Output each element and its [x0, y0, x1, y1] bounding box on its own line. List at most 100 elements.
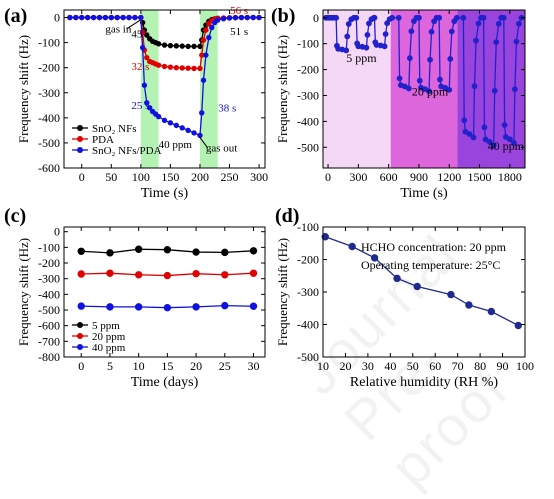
data-point: [108, 14, 114, 21]
x-tick-label: 15: [161, 359, 173, 373]
data-point: [161, 63, 168, 70]
data-point: [114, 14, 120, 21]
data-point: [416, 77, 423, 84]
data-point: [446, 86, 453, 93]
y-tick-label: -300: [38, 272, 60, 286]
data-point: [192, 248, 200, 256]
data-point: [495, 20, 502, 27]
x-tick-label: 50: [105, 170, 117, 184]
data-point: [84, 14, 91, 21]
data-point: [79, 14, 85, 21]
annotation: gas out: [206, 143, 237, 155]
y-tick-label: -600: [38, 161, 60, 175]
data-point: [491, 87, 498, 94]
data-point: [161, 42, 168, 48]
panel-label: (a): [4, 5, 27, 27]
data-point: [395, 14, 402, 21]
y-tick-label: -300: [297, 285, 319, 299]
annotation: 38 s: [218, 103, 236, 115]
data-point: [447, 290, 455, 299]
x-tick-label: 25: [219, 359, 231, 373]
legend-marker: [77, 333, 83, 339]
legend-marker: [77, 322, 83, 328]
data-point: [486, 139, 493, 145]
x-axis-label: Time (s): [400, 186, 448, 201]
x-tick-label: 60: [429, 359, 441, 373]
data-point: [393, 274, 401, 283]
panel-c: 0 5 10 15 20 25 300-100-200-300-400-500-600-70…: [4, 205, 266, 390]
legend-label: PDA: [92, 134, 114, 146]
data-point: [206, 34, 212, 41]
data-point: [203, 52, 209, 58]
data-point: [220, 16, 227, 22]
data-point: [436, 14, 443, 21]
data-point: [501, 122, 508, 128]
panel-label: (d): [275, 205, 299, 227]
y-tick-label: -500: [38, 136, 60, 150]
annotation: gas in: [105, 24, 131, 36]
x-tick-label: 1800: [498, 170, 522, 184]
data-point: [408, 28, 415, 35]
data-point: [161, 117, 168, 124]
data-point: [73, 14, 79, 21]
plot-frame: [63, 226, 266, 358]
panel-a: 0 50 100 150 200 250 300 0 -100 -200 -300 -400 -500 -…: [4, 5, 268, 201]
data-point: [144, 54, 150, 61]
data-point: [192, 303, 200, 311]
data-point: [487, 307, 496, 316]
data-point: [389, 14, 396, 21]
data-point: [366, 20, 372, 27]
x-tick-label: 40: [384, 359, 396, 373]
y-axis-label: Frequency shift (Hz): [275, 35, 290, 143]
y-tick-label: -100: [297, 37, 319, 51]
legend-label: 40 ppm: [92, 342, 126, 354]
data-point: [345, 21, 352, 27]
data-point: [163, 303, 172, 312]
data-point: [191, 43, 197, 50]
y-tick-label: -300: [297, 88, 319, 102]
data-point: [144, 32, 150, 38]
data-point: [134, 271, 143, 279]
y-tick-label: -700: [38, 334, 60, 348]
x-tick-label: 250: [221, 170, 239, 184]
data-point: [516, 20, 522, 27]
legend-label: SnO₂ NFs: [92, 123, 137, 135]
x-tick-label: 100: [516, 359, 534, 373]
data-point: [191, 65, 197, 72]
x-tick-label: 80: [474, 359, 486, 373]
legend-marker: [77, 136, 83, 142]
y-tick-label: -600: [38, 319, 60, 333]
legend-label: 20 ppm: [92, 331, 126, 343]
data-point: [179, 65, 185, 71]
y-axis-label: Frequency shift (Hz): [16, 35, 31, 143]
data-point: [426, 88, 432, 95]
data-point: [437, 76, 443, 83]
x-tick-label: 20: [339, 359, 351, 373]
data-point: [77, 270, 85, 278]
data-point: [120, 14, 126, 21]
legend-marker: [77, 125, 83, 131]
data-point: [185, 43, 191, 50]
data-point: [139, 44, 146, 51]
data-point: [447, 56, 454, 62]
annotation: 51 s: [230, 26, 248, 38]
data-point: [173, 43, 180, 49]
panel-label: (b): [271, 5, 295, 27]
data-point: [416, 14, 422, 21]
x-tick-label: 90: [497, 359, 509, 373]
panel-label: (c): [4, 205, 26, 227]
data-point: [185, 65, 191, 71]
x-tick-label: 30: [248, 359, 260, 373]
data-point: [460, 14, 467, 21]
x-tick-label: 0: [78, 359, 84, 373]
y-axis-label: Frequency shift (Hz): [16, 238, 31, 346]
annotation: Operating temperature: 25°C: [361, 258, 500, 272]
data-point: [226, 15, 233, 21]
data-point: [344, 33, 351, 40]
y-tick-label: -400: [297, 318, 319, 332]
data-point: [179, 43, 185, 49]
legend-label: SnO₂ NFs/PDA: [92, 145, 162, 157]
y-tick-label: -400: [38, 111, 60, 125]
data-point: [126, 14, 132, 21]
